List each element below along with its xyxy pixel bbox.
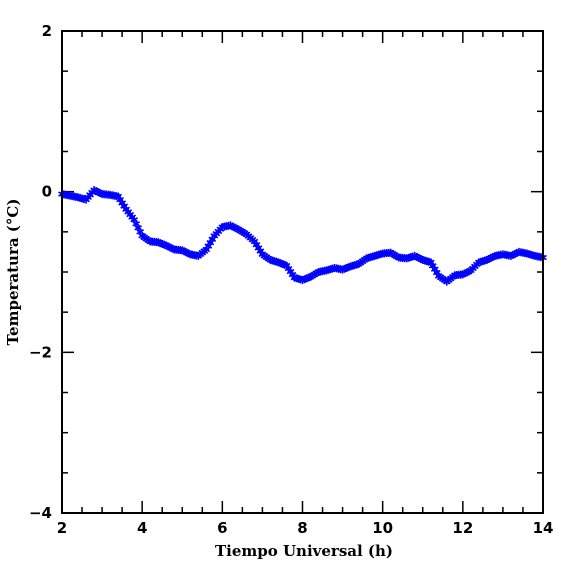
plot-frame [61, 30, 544, 514]
y-tick-label: 2 [42, 22, 52, 40]
y-axis-label: Temperatura (°C) [4, 199, 22, 346]
x-tick-label: 6 [217, 519, 227, 537]
x-tick-label: 10 [372, 519, 393, 537]
y-tick-label: 0 [42, 183, 52, 201]
y-tick-label: −2 [29, 343, 52, 361]
x-tick-label: 2 [57, 519, 67, 537]
x-tick-label: 12 [452, 519, 473, 537]
x-tick-label: 14 [533, 519, 554, 537]
data-series [58, 186, 547, 286]
x-tick-label: 8 [297, 519, 307, 537]
x-tick-label: 4 [137, 519, 147, 537]
y-tick-label: −4 [29, 504, 52, 522]
tick-labels: 2 4 6 8 10 12 14 −4 −2 0 2 [29, 22, 553, 537]
x-axis-label: Tiempo Universal (h) [215, 542, 393, 560]
